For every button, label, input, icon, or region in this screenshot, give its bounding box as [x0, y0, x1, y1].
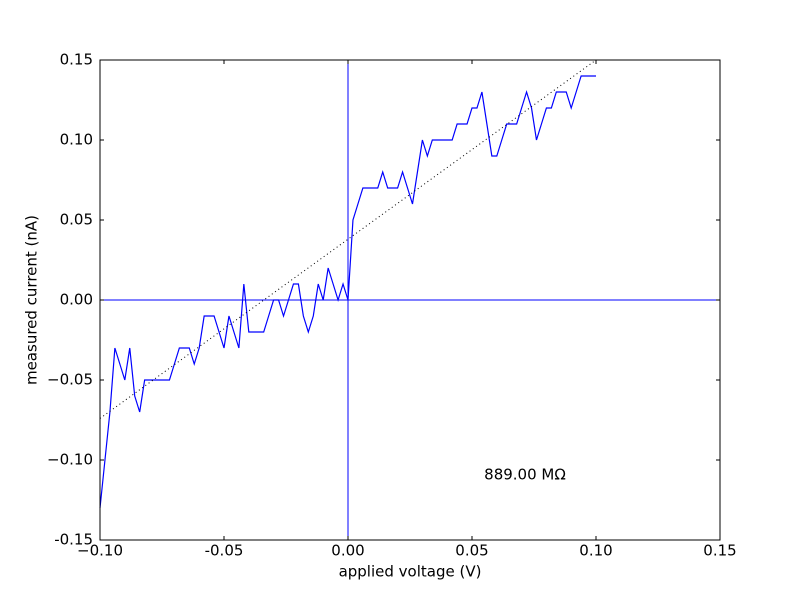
- x-tick-label: 0.10: [579, 542, 612, 560]
- annotation: 889.00 MΩ: [484, 466, 566, 484]
- x-tick-label: 0.05: [455, 542, 488, 560]
- x-tick-label: -0.05: [205, 542, 244, 560]
- y-tick-label: −0.05: [47, 371, 93, 389]
- x-tick-label: 0.15: [703, 542, 736, 560]
- y-axis-label: measured current (nA): [23, 215, 41, 385]
- x-tick-label: −0.10: [77, 542, 123, 560]
- x-tick-label: 0.00: [331, 542, 364, 560]
- y-tick-label: 0.05: [60, 211, 93, 229]
- y-tick-label: −0.10: [47, 451, 93, 469]
- data-line: [99, 75, 596, 509]
- y-tick-label: 0.10: [60, 131, 93, 149]
- y-tick-label: 0.15: [60, 51, 93, 69]
- y-tick-label: -0.15: [54, 531, 93, 549]
- x-axis-label: applied voltage (V): [339, 563, 482, 581]
- y-tick-label: 0.00: [60, 291, 93, 309]
